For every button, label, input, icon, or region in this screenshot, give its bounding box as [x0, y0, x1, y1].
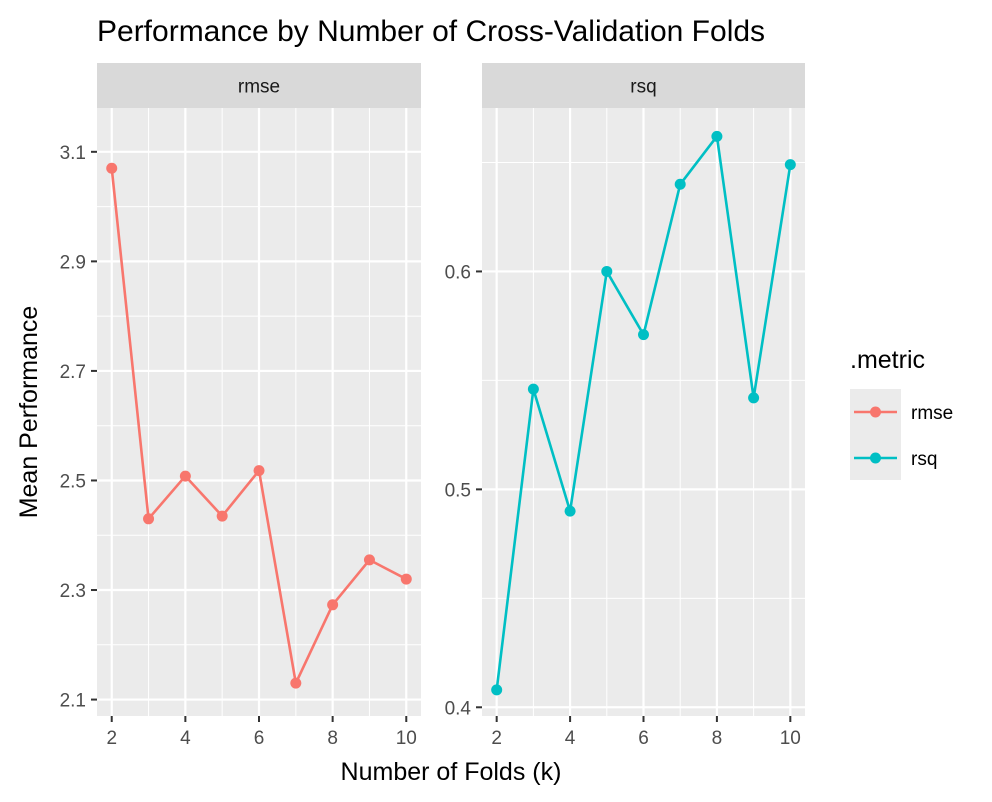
y-tick-label: 2.7 — [60, 362, 86, 383]
data-point-rmse — [290, 677, 302, 689]
legend-title: .metric — [850, 346, 925, 374]
data-point-rmse — [106, 162, 118, 174]
panel-rsq: rsq 0.4 0.5 0.6 2 4 6 8 10 — [445, 63, 805, 749]
data-point-rsq — [491, 684, 503, 696]
chart-title: Performance by Number of Cross-Validatio… — [97, 15, 765, 48]
strip-label-rsq: rsq — [630, 77, 656, 98]
data-point-rsq — [601, 265, 613, 277]
data-point-rsq — [711, 130, 723, 142]
data-point-rsq — [784, 159, 796, 171]
data-point-rmse — [216, 510, 228, 522]
x-tick-label: 8 — [327, 728, 338, 749]
strip-label-rmse: rmse — [238, 77, 280, 98]
strip-rsq — [482, 63, 805, 108]
x-tick-label: 10 — [396, 728, 417, 749]
strip-rmse — [97, 63, 421, 108]
x-tick-label: 8 — [712, 728, 723, 749]
x-tick-label: 6 — [638, 728, 649, 749]
x-tick-label: 2 — [491, 728, 502, 749]
legend: .metric rmse rsq — [850, 346, 953, 480]
data-point-rsq — [674, 178, 686, 190]
data-point-rmse — [363, 554, 375, 566]
data-point-rmse — [400, 573, 412, 585]
x-axis-title: Number of Folds (k) — [341, 758, 562, 786]
y-tick-label: 2.3 — [60, 581, 86, 602]
data-point-rsq — [527, 383, 539, 395]
data-point-rsq — [638, 329, 649, 341]
legend-key-point-rmse — [870, 406, 881, 418]
legend-label-rmse: rmse — [911, 403, 953, 424]
legend-key-background — [850, 389, 901, 480]
y-tick-label: 3.1 — [60, 143, 86, 164]
y-tick-label: 2.9 — [60, 252, 86, 273]
data-point-rmse — [327, 599, 339, 611]
x-tick-label: 4 — [180, 728, 191, 749]
y-tick-label: 0.6 — [445, 262, 471, 283]
data-point-rsq — [564, 505, 576, 517]
data-point-rmse — [179, 470, 191, 482]
x-tick-label: 2 — [106, 728, 117, 749]
data-point-rsq — [748, 392, 760, 404]
legend-key-point-rsq — [870, 452, 881, 464]
x-tick-label: 6 — [254, 728, 265, 749]
panel-rmse: rmse 2.1 2.3 2.5 2.7 2.9 3.1 2 4 6 8 10 — [60, 63, 421, 749]
data-point-rmse — [253, 465, 265, 477]
y-tick-label: 2.5 — [60, 471, 86, 492]
data-point-rmse — [143, 513, 155, 525]
x-tick-label: 10 — [780, 728, 801, 749]
legend-label-rsq: rsq — [911, 449, 937, 470]
y-tick-label: 0.4 — [445, 698, 472, 719]
y-tick-label: 2.1 — [60, 691, 86, 712]
x-tick-label: 4 — [565, 728, 576, 749]
y-tick-label: 0.5 — [445, 480, 471, 501]
y-axis-title: Mean Performance — [15, 306, 43, 519]
